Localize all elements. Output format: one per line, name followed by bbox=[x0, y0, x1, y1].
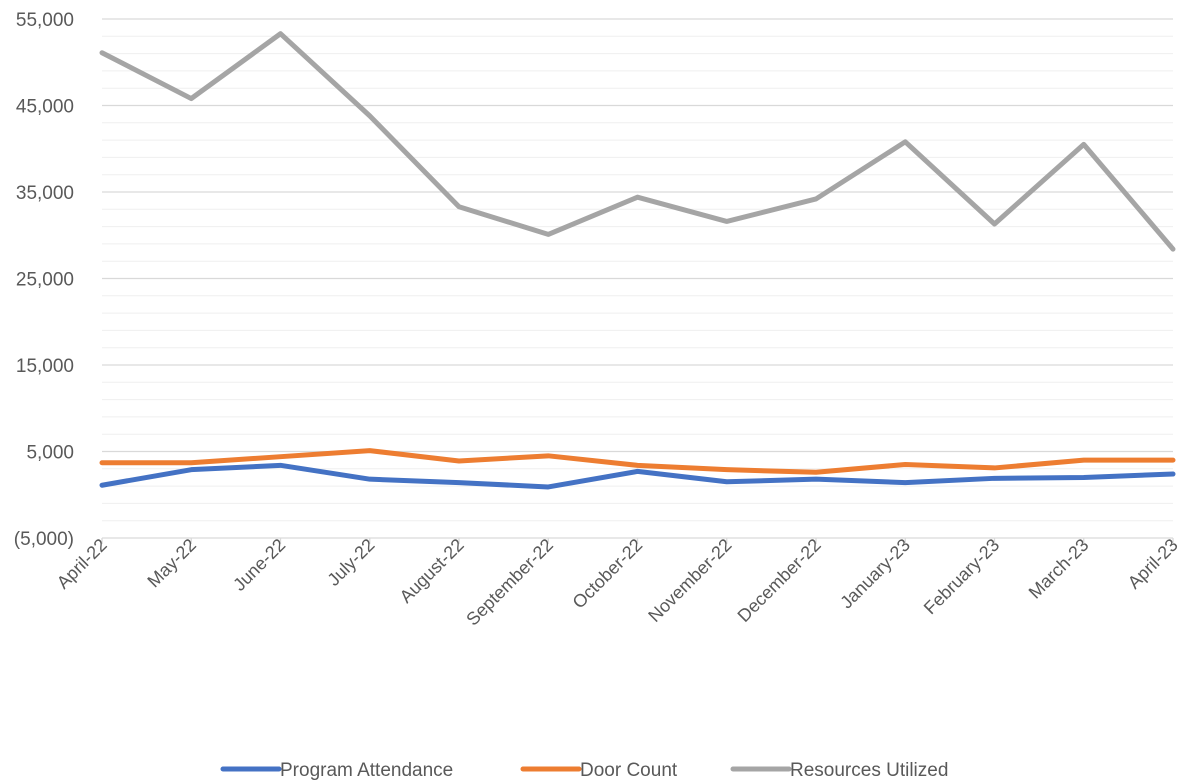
x-category-label: October-22 bbox=[569, 535, 647, 613]
x-category-label: September-22 bbox=[462, 535, 557, 630]
x-category-label: January-23 bbox=[836, 535, 914, 613]
x-category-label: August-22 bbox=[396, 535, 468, 607]
gridlines bbox=[102, 18, 1173, 522]
y-tick-label: 25,000 bbox=[16, 270, 74, 291]
y-tick-label: 35,000 bbox=[16, 183, 74, 204]
y-tick-label: 45,000 bbox=[16, 97, 74, 118]
series-line-program-attendance bbox=[99, 462, 1176, 490]
x-category-label: November-22 bbox=[644, 535, 735, 626]
y-tick-label: 5,000 bbox=[26, 443, 74, 464]
y-tick-label: 55,000 bbox=[16, 10, 74, 31]
series-line-resources-utilized bbox=[99, 31, 1176, 252]
series-lines bbox=[99, 31, 1176, 490]
x-category-label: June-22 bbox=[229, 535, 289, 595]
legend-label-program-attendance: Program Attendance bbox=[280, 760, 453, 781]
x-category-label: December-22 bbox=[734, 535, 825, 626]
x-category-label: February-23 bbox=[920, 535, 1003, 618]
x-category-label: April-23 bbox=[1124, 535, 1182, 593]
legend-label-door-count: Door Count bbox=[580, 760, 678, 781]
x-category-label: May-22 bbox=[143, 535, 200, 592]
x-category-label: March-23 bbox=[1025, 535, 1093, 603]
x-category-label: July-22 bbox=[323, 535, 378, 590]
y-axis-tick-labels: 55,000 45,000 35,000 25,000 15,000 5,000 (5,00… bbox=[14, 10, 74, 550]
y-tick-label: 15,000 bbox=[16, 356, 74, 377]
x-axis: April-22 May-22 June-22 July-22 August-22Sep… bbox=[53, 535, 1182, 630]
y-tick-label: (5,000) bbox=[14, 529, 74, 550]
legend: Program Attendance Door Count Resources Ut… bbox=[220, 760, 948, 781]
series-line-door-count bbox=[99, 448, 1176, 475]
legend-label-resources-utilized: Resources Utilized bbox=[790, 760, 948, 781]
